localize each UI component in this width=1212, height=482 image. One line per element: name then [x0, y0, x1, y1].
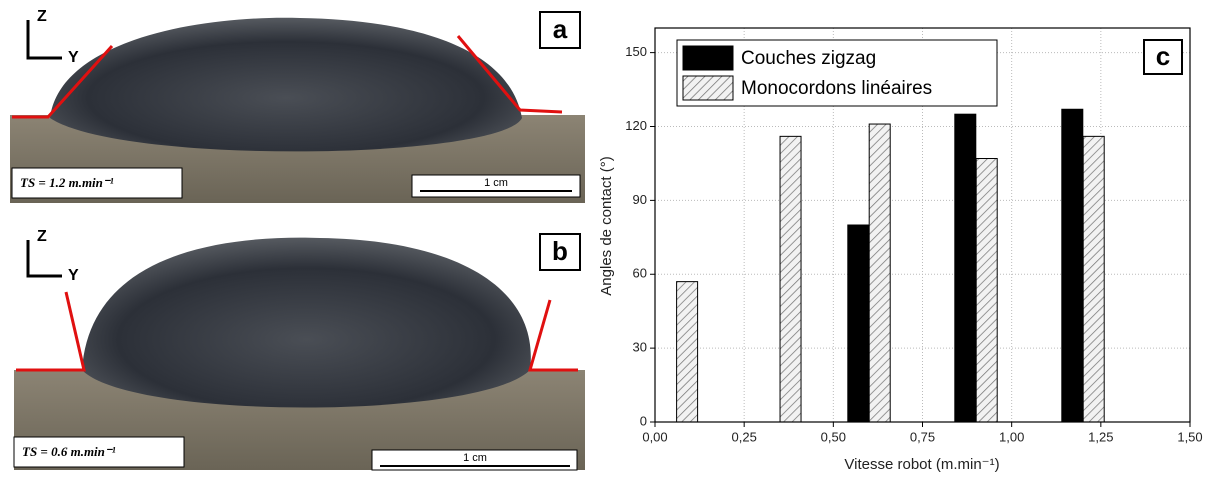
x-tick-label: 0,50: [821, 429, 846, 444]
speed-label: TS = 0.6 m.min⁻¹: [22, 444, 116, 459]
x-tick-label: 1,25: [1088, 429, 1113, 444]
x-tick-label: 0,00: [642, 429, 667, 444]
axis-z: Z: [37, 8, 47, 25]
axis-y: Y: [68, 267, 79, 284]
y-axis-title: Angles de contact (°): [598, 156, 615, 295]
x-tick-label: 1,00: [999, 429, 1024, 444]
bar: [779, 135, 802, 423]
scale-label: 1 cm: [463, 452, 487, 464]
bar: [868, 123, 891, 423]
y-tick-label: 30: [633, 340, 647, 355]
legend-label: Couches zigzag: [741, 48, 876, 69]
bar: [954, 113, 977, 423]
y-tick-label: 120: [625, 118, 647, 133]
y-tick-label: 150: [625, 44, 647, 59]
panel-letter-box: [1143, 39, 1183, 75]
panel-letter: c: [1156, 41, 1170, 71]
axis-z: Z: [37, 228, 47, 245]
legend-swatch: [682, 45, 734, 71]
panel-letter: a: [553, 14, 568, 44]
legend-label: Monocordons linéaires: [741, 78, 932, 99]
y-tick-label: 0: [640, 413, 647, 428]
bar: [1061, 108, 1084, 423]
x-tick-label: 0,25: [732, 429, 757, 444]
panel-letter: b: [552, 236, 568, 266]
bar: [975, 158, 998, 423]
photo-a: a Z Y TS = 1.2 m.min⁻¹ 1 cm: [10, 8, 585, 203]
photo-b: b Z Y TS = 0.6 m.min⁻¹ 1 cm: [13, 228, 585, 471]
legend-swatch: [682, 75, 734, 101]
x-axis-title: Vitesse robot (m.min⁻¹): [844, 456, 999, 473]
x-tick-label: 1,50: [1177, 429, 1202, 444]
y-tick-label: 60: [633, 266, 647, 281]
bar: [847, 224, 870, 423]
x-tick-label: 0,75: [910, 429, 935, 444]
scale-label: 1 cm: [484, 177, 508, 189]
axis-y: Y: [68, 49, 79, 66]
plot: 0 30 60 90 120 150 0,00 0,25 0,50 0,75 1,00 1,25 1,5…: [625, 27, 1203, 444]
bar: [676, 281, 699, 423]
y-tick-label: 90: [633, 192, 647, 207]
plot-frame: [654, 27, 1191, 423]
bar: [1082, 135, 1105, 423]
speed-label: TS = 1.2 m.min⁻¹: [20, 175, 114, 190]
